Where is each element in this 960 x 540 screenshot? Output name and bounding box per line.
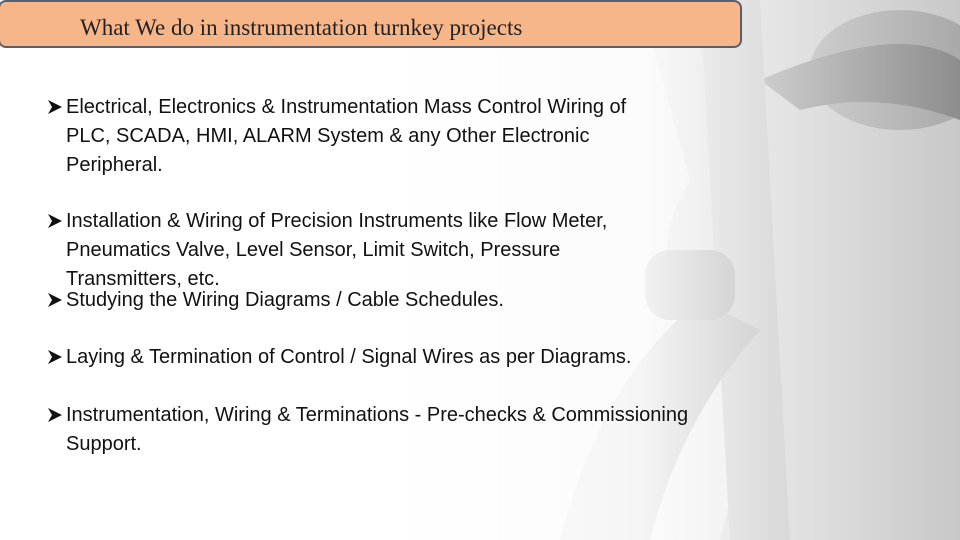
bullet-text: Peripheral. <box>66 154 163 176</box>
arrow-shape <box>48 214 62 228</box>
title: What We do in instrumentation turnkey pr… <box>80 15 523 40</box>
arrow-shape <box>48 293 62 307</box>
bullet-text: Installation & Wiring of Precision Instr… <box>66 210 608 232</box>
bullet-arrow <box>48 100 62 114</box>
bullet-arrow <box>48 293 62 307</box>
arrow-shape <box>48 100 62 114</box>
bullet-text: Electrical, Electronics & Instrumentatio… <box>66 96 627 118</box>
arrow-shape <box>48 350 62 364</box>
bullet-arrow <box>48 408 62 422</box>
bullet-text: Instrumentation, Wiring & Terminations -… <box>66 404 689 426</box>
bullet-arrow <box>48 350 62 364</box>
bullet-text: Transmitters, etc. <box>66 268 220 290</box>
bullet-text: Studying the Wiring Diagrams / Cable Sch… <box>66 289 504 311</box>
bullet-text: Support. <box>66 433 142 455</box>
bullet-text: Pneumatics Valve, Level Sensor, Limit Sw… <box>66 239 561 261</box>
arrow-shape <box>48 408 62 422</box>
title-box: What We do in instrumentation turnkey pr… <box>0 0 742 48</box>
bullet-arrow <box>48 214 62 228</box>
bullet-text: PLC, SCADA, HMI, ALARM System & any Othe… <box>66 125 590 147</box>
bullet-text: Laying & Termination of Control / Signal… <box>66 346 632 368</box>
